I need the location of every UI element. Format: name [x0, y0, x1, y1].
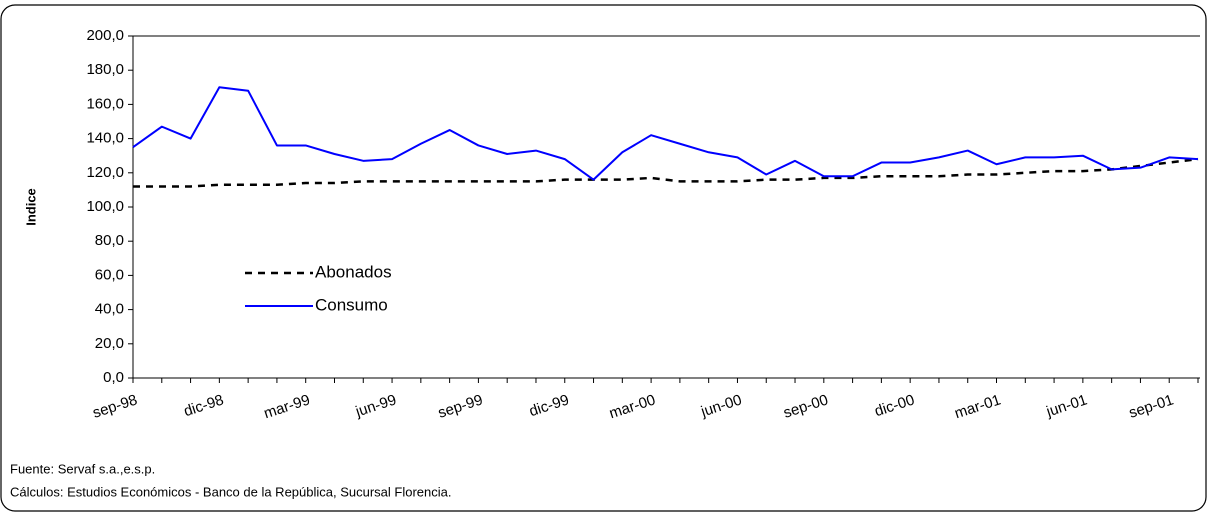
chart-frame	[0, 4, 1207, 512]
y-tick-label: 200,0	[86, 27, 124, 44]
legend-label: Abonados	[315, 262, 392, 281]
y-tick-label: 140,0	[86, 130, 124, 147]
y-tick-label: 40,0	[95, 301, 124, 318]
series-line	[133, 157, 1199, 188]
source-note: Fuente: Servaf s.a.,e.s.p.	[10, 461, 155, 476]
y-tick-label: 80,0	[95, 232, 124, 249]
y-tick-label: 0,0	[103, 369, 124, 386]
y-tick-label: 180,0	[86, 61, 124, 78]
y-axis-title: Indice	[23, 188, 38, 226]
series-line	[132, 86, 1199, 181]
y-tick-label: 20,0	[95, 335, 124, 352]
y-tick-label: 60,0	[95, 266, 124, 283]
y-tick-label: 120,0	[86, 164, 124, 181]
legend-label: Consumo	[315, 295, 388, 314]
y-tick-label: 160,0	[86, 95, 124, 112]
y-tick-label: 100,0	[86, 198, 124, 215]
calculations-note: Cálculos: Estudios Económicos - Banco de…	[10, 484, 452, 499]
